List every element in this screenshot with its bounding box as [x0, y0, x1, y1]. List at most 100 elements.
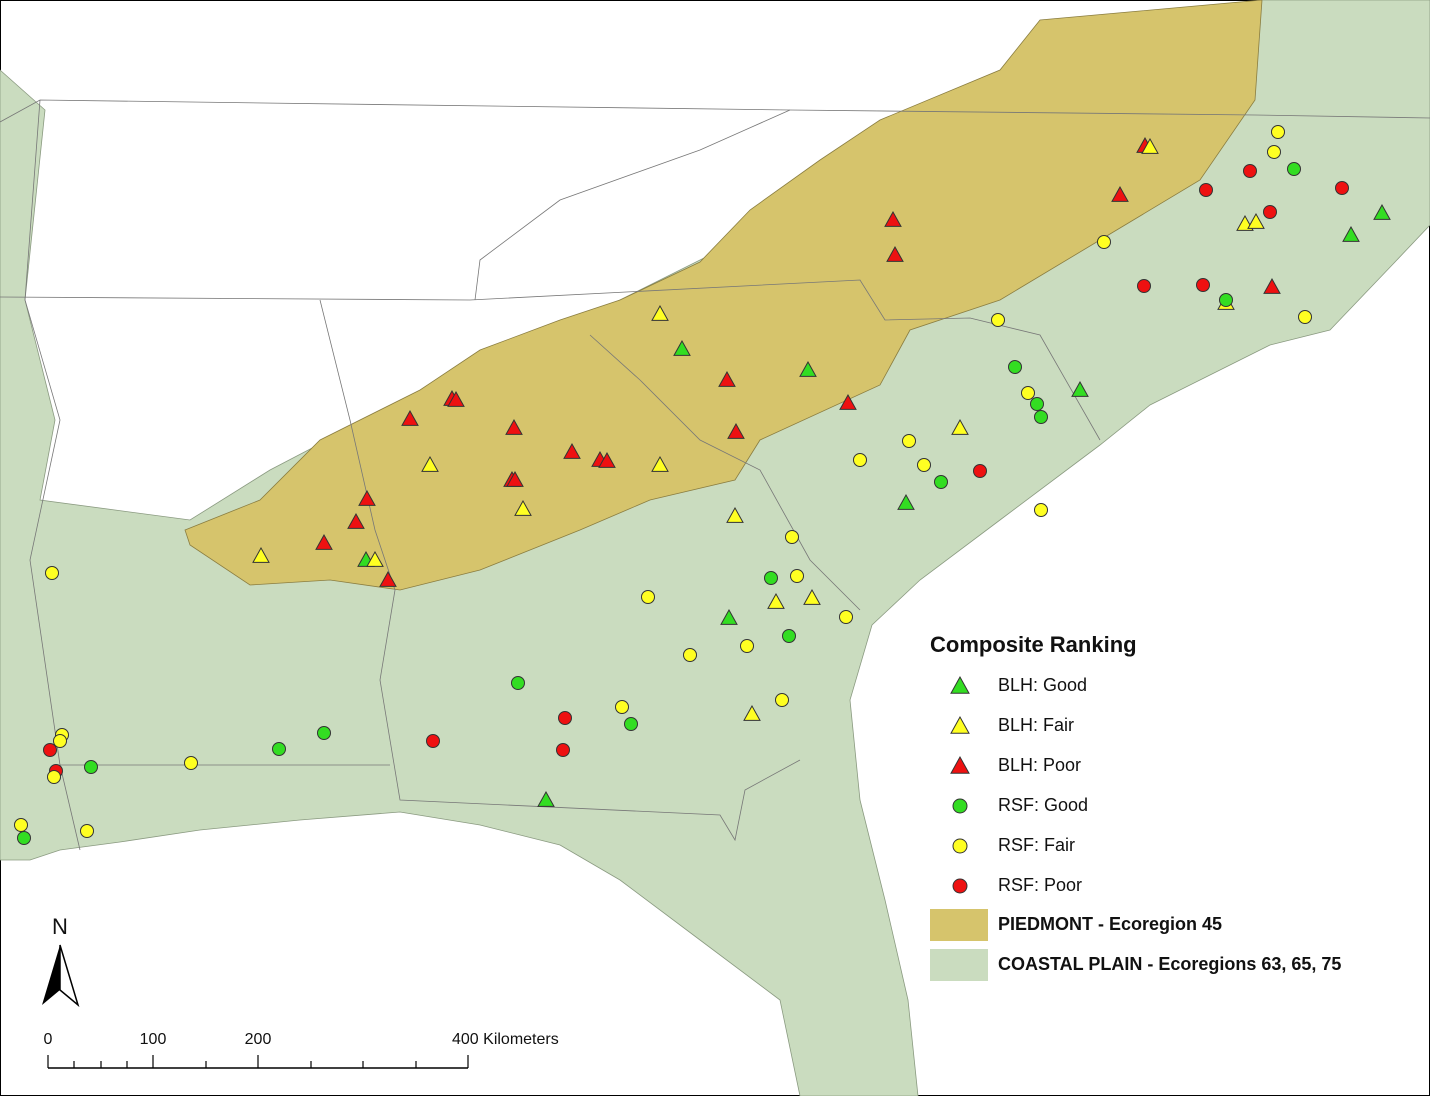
circle-marker	[1008, 360, 1022, 374]
legend-label: RSF: Poor	[998, 875, 1082, 895]
north-arrow: N	[42, 914, 80, 1008]
legend-label: RSF: Good	[998, 795, 1088, 815]
triangle-marker	[950, 675, 970, 694]
circle-marker	[952, 798, 968, 814]
circle-marker	[1097, 235, 1111, 249]
triangle-marker	[563, 442, 581, 459]
circle-marker	[1271, 125, 1285, 139]
circle-marker	[43, 743, 57, 757]
circle-marker	[683, 648, 697, 662]
circle-marker	[952, 878, 968, 894]
circle-marker	[45, 566, 59, 580]
triangle-marker	[839, 393, 857, 410]
circle-marker	[1298, 310, 1312, 324]
triangle-marker	[651, 455, 669, 472]
legend-label: RSF: Fair	[998, 835, 1075, 855]
triangle-marker	[537, 790, 555, 807]
circle-marker	[14, 818, 28, 832]
triangle-marker	[447, 390, 465, 407]
triangle-marker	[401, 409, 419, 426]
triangle-marker	[1071, 380, 1089, 397]
triangle-marker	[421, 455, 439, 472]
circle-marker	[1219, 293, 1233, 307]
triangle-marker	[598, 451, 616, 468]
scale-label: 400 Kilometers	[452, 1031, 559, 1048]
circle-marker	[556, 743, 570, 757]
circle-marker	[782, 629, 796, 643]
circle-marker	[775, 693, 789, 707]
circle-marker	[426, 734, 440, 748]
triangle-marker	[897, 493, 915, 510]
triangle-marker	[379, 570, 397, 587]
circle-marker	[84, 760, 98, 774]
circle-marker	[934, 475, 948, 489]
triangle-marker	[505, 418, 523, 435]
scale-bar: 0 100 200 400 Kilometers	[44, 1031, 559, 1069]
triangle-marker	[506, 470, 524, 487]
circle-marker	[53, 734, 67, 748]
circle-marker	[1021, 386, 1035, 400]
circle-marker	[973, 464, 987, 478]
circle-marker	[184, 756, 198, 770]
triangle-marker	[718, 370, 736, 387]
scale-ticks	[47, 1055, 469, 1068]
circle-marker	[641, 590, 655, 604]
site-markers	[14, 125, 1391, 845]
triangle-marker	[884, 210, 902, 227]
state-lines	[0, 99, 1430, 851]
scale-label: 200	[245, 1031, 272, 1048]
triangle-marker	[1342, 225, 1360, 242]
legend-label: PIEDMONT - Ecoregion 45	[998, 914, 1222, 934]
triangle-marker	[720, 608, 738, 625]
triangle-marker	[1373, 203, 1391, 220]
circle-marker	[790, 569, 804, 583]
triangle-marker	[951, 418, 969, 435]
circle-marker	[1199, 183, 1213, 197]
circle-marker	[740, 639, 754, 653]
circle-marker	[952, 838, 968, 854]
circle-marker	[1034, 503, 1048, 517]
legend-label: BLH: Fair	[998, 715, 1074, 735]
triangle-marker	[767, 592, 785, 609]
triangle-marker	[315, 533, 333, 550]
arrow-left	[42, 945, 60, 1005]
triangle-marker	[950, 715, 970, 734]
triangle-marker	[1263, 277, 1281, 294]
triangle-marker	[1141, 137, 1159, 154]
legend-label: BLH: Good	[998, 675, 1087, 695]
triangle-marker	[673, 339, 691, 356]
legend-swatch	[930, 909, 988, 941]
circle-marker	[1034, 410, 1048, 424]
triangle-marker	[347, 512, 365, 529]
triangle-marker	[514, 499, 532, 516]
triangle-marker	[366, 550, 384, 567]
circle-marker	[47, 770, 61, 784]
circle-marker	[1243, 164, 1257, 178]
circle-marker	[785, 530, 799, 544]
legend-label: BLH: Poor	[998, 755, 1081, 775]
legend-label: COASTAL PLAIN - Ecoregions 63, 65, 75	[998, 954, 1341, 974]
triangle-marker	[1111, 185, 1129, 202]
circle-marker	[615, 700, 629, 714]
circle-marker	[558, 711, 572, 725]
triangle-marker	[886, 245, 904, 262]
circle-marker	[1267, 145, 1281, 159]
triangle-marker	[803, 588, 821, 605]
legend-swatch	[930, 949, 988, 981]
north-label: N	[52, 914, 68, 939]
triangle-marker	[727, 422, 745, 439]
circle-marker	[272, 742, 286, 756]
circle-marker	[511, 676, 525, 690]
circle-marker	[317, 726, 331, 740]
circle-marker	[1137, 279, 1151, 293]
triangle-marker	[358, 489, 376, 506]
circle-marker	[917, 458, 931, 472]
circle-marker	[1030, 397, 1044, 411]
arrow-right	[59, 944, 80, 1008]
triangle-marker	[252, 546, 270, 563]
piedmont	[184, 0, 1263, 591]
circle-marker	[991, 313, 1005, 327]
triangle-marker	[651, 304, 669, 321]
